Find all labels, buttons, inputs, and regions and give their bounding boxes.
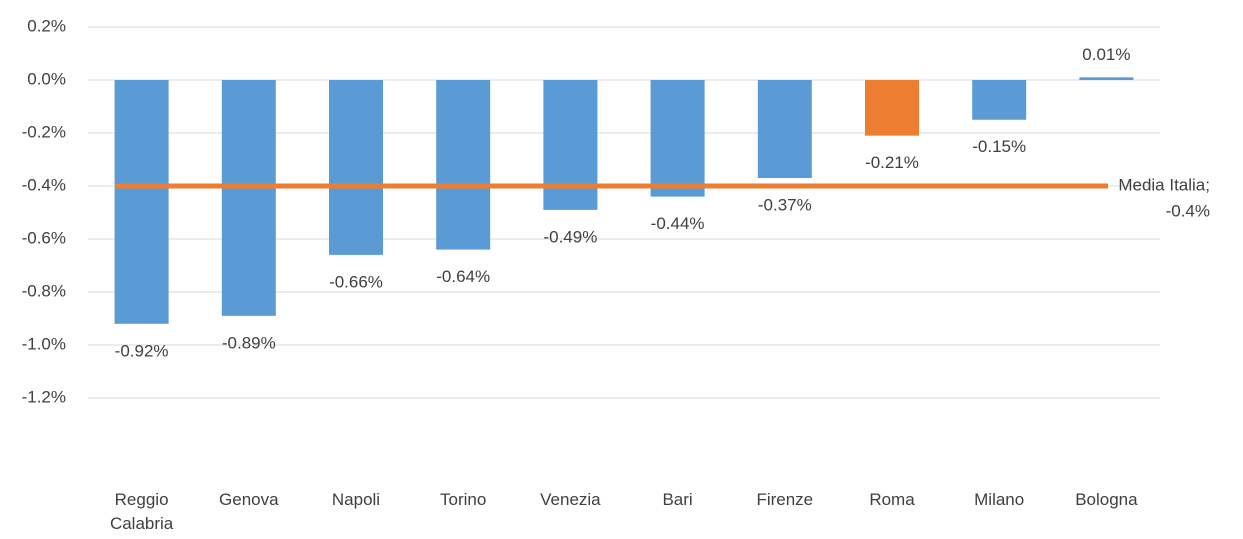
y-tick-label: -0.2% — [22, 122, 66, 141]
y-tick-label: 0.0% — [27, 69, 66, 88]
x-tick-label: Bari — [662, 490, 693, 509]
data-label: -0.66% — [329, 272, 383, 291]
x-tick-label: Milano — [974, 490, 1025, 509]
data-label: -0.92% — [115, 341, 169, 360]
y-tick-label: -1.2% — [22, 387, 66, 406]
bar — [543, 80, 598, 210]
bar — [329, 80, 383, 255]
bar — [972, 80, 1027, 120]
x-tick-label: Bologna — [1075, 490, 1138, 509]
reference-label: -0.4% — [1166, 201, 1210, 220]
bar — [1079, 77, 1134, 80]
reference-label: Media Italia; — [1118, 175, 1210, 194]
bar — [650, 80, 705, 197]
data-label: -0.37% — [758, 196, 812, 215]
x-tick-label: Firenze — [756, 490, 814, 509]
y-tick-label: 0.2% — [27, 16, 66, 35]
y-tick-label: -0.6% — [22, 228, 66, 247]
data-label: -0.44% — [651, 214, 705, 233]
bar — [757, 80, 812, 179]
data-label: -0.64% — [436, 267, 490, 286]
x-tick-label: Venezia — [540, 490, 601, 509]
bar — [221, 80, 276, 316]
bar — [114, 80, 169, 324]
data-label: -0.15% — [972, 137, 1026, 156]
bar — [865, 80, 919, 136]
bar — [436, 80, 491, 250]
data-label: -0.21% — [865, 153, 919, 172]
data-label: -0.89% — [222, 333, 276, 352]
y-tick-label: -1.0% — [22, 334, 66, 353]
x-tick-label: Roma — [869, 490, 915, 509]
x-tick-label: Genova — [219, 490, 279, 509]
x-tick-label: Torino — [440, 490, 487, 509]
x-tick-label: Napoli — [331, 490, 381, 509]
y-tick-label: -0.4% — [22, 175, 66, 194]
y-tick-label: -0.8% — [22, 281, 66, 300]
x-tick-label: Reggio Calabria — [109, 490, 174, 533]
data-label: -0.49% — [543, 227, 597, 246]
data-label: 0.01% — [1082, 45, 1130, 64]
